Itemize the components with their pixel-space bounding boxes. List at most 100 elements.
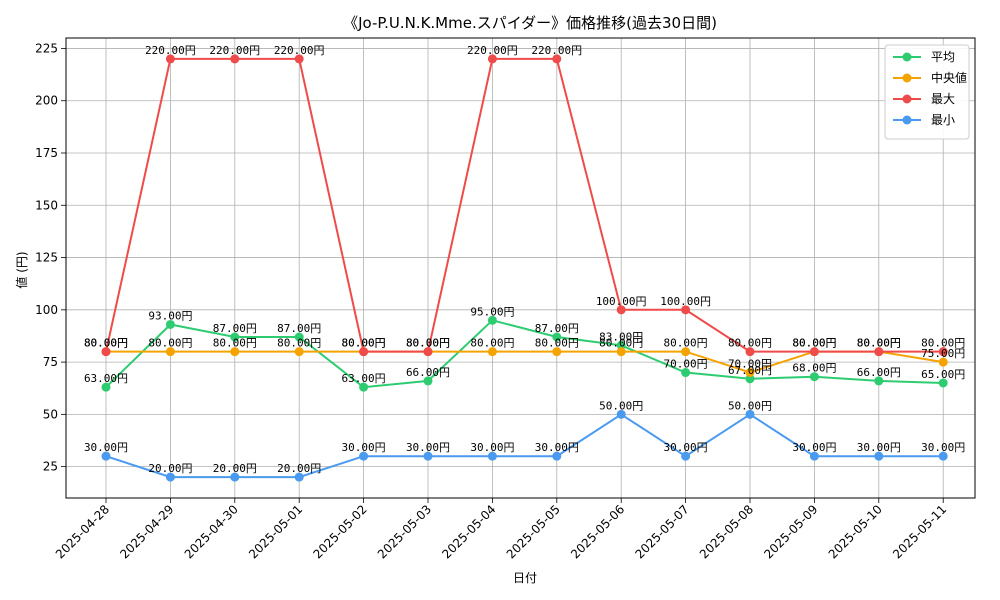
data-label: 87.00円 [213, 322, 257, 335]
data-label: 63.00円 [84, 372, 128, 385]
data-point [487, 315, 497, 325]
data-label: 20.00円 [213, 462, 257, 475]
chart-title: 《Jo-P.U.N.K.Mme.スパイダー》価格推移(過去30日間) [343, 14, 717, 32]
data-label: 66.00円 [857, 366, 901, 379]
x-axis-label: 日付 [513, 571, 537, 585]
legend-label: 最大 [931, 92, 955, 106]
data-point [552, 54, 562, 64]
grid [66, 38, 975, 498]
legend-marker [902, 115, 912, 125]
data-label: 80.00円 [535, 337, 579, 350]
data-label: 83.00円 [599, 330, 643, 343]
data-point [230, 54, 240, 64]
x-tick-label: 2025-05-03 [375, 502, 434, 561]
data-label: 20.00円 [148, 462, 192, 475]
data-point [101, 451, 111, 461]
data-label: 80.00円 [342, 337, 386, 350]
data-label: 100.00円 [596, 295, 647, 308]
data-point [165, 347, 175, 357]
data-point [165, 54, 175, 64]
x-tick-label: 2025-04-29 [117, 502, 176, 561]
data-point [552, 451, 562, 461]
data-label: 80.00円 [792, 337, 836, 350]
series-layer [101, 54, 948, 482]
data-label: 66.00円 [406, 366, 450, 379]
x-tick-label: 2025-05-05 [504, 502, 563, 561]
y-tick-label: 125 [35, 251, 58, 265]
data-point [230, 332, 240, 342]
y-tick-label: 150 [35, 198, 58, 212]
data-label: 68.00円 [792, 362, 836, 375]
y-tick-label: 75 [43, 355, 58, 369]
data-point [809, 347, 819, 357]
x-tick-label: 2025-04-30 [182, 502, 241, 561]
y-tick-label: 25 [43, 460, 58, 474]
legend-item: 最小 [893, 113, 955, 127]
legend-label: 平均 [931, 50, 955, 64]
data-label: 30.00円 [406, 441, 450, 454]
y-axis-label: 値 (円) [14, 251, 29, 288]
data-label: 50.00円 [728, 399, 772, 412]
legend-item: 平均 [893, 50, 955, 64]
data-label: 87.00円 [535, 322, 579, 335]
data-label: 80.00円 [664, 337, 708, 350]
data-point [745, 368, 755, 378]
legend-marker [902, 73, 912, 83]
data-point [681, 368, 691, 378]
data-point [423, 451, 433, 461]
data-label: 80.00円 [406, 337, 450, 350]
data-label: 80.00円 [728, 337, 772, 350]
data-label: 80.00円 [84, 337, 128, 350]
data-labels: 63.00円 93.00円 87.00円 87.00円 63.00円 66.00円 95.0… [84, 44, 965, 475]
x-tick-label: 2025-05-08 [697, 502, 756, 561]
x-tick-label: 2025-05-11 [890, 502, 949, 561]
data-point [294, 472, 304, 482]
x-tick-label: 2025-05-07 [633, 502, 692, 561]
data-label: 20.00円 [277, 462, 321, 475]
data-point [938, 357, 948, 367]
series-line [106, 350, 944, 374]
data-label: 80.00円 [599, 337, 643, 350]
data-point [874, 451, 884, 461]
data-point [359, 347, 369, 357]
data-point [230, 347, 240, 357]
series-line [105, 57, 944, 353]
legend-label: 中央値 [931, 70, 967, 85]
data-point [101, 347, 111, 357]
series-0 [101, 315, 948, 392]
data-point [552, 332, 562, 342]
data-label: 30.00円 [535, 441, 579, 454]
data-label: 80.00円 [857, 337, 901, 350]
legend-marker [902, 52, 912, 62]
data-label: 30.00円 [792, 441, 836, 454]
legend-item: 最大 [893, 92, 955, 106]
data-label: 67.00円 [728, 364, 772, 377]
x-tick-label: 2025-05-02 [311, 502, 370, 561]
data-point [616, 409, 626, 419]
data-label: 80.00円 [470, 337, 514, 350]
data-label: 70.00円 [728, 358, 772, 371]
data-label: 80.00円 [406, 337, 450, 350]
data-point [616, 305, 626, 315]
data-point [681, 451, 691, 461]
y-tick-label: 225 [35, 41, 58, 55]
x-tick-label: 2025-05-06 [568, 502, 627, 561]
x-tick-label: 2025-05-01 [246, 502, 305, 561]
data-point [423, 376, 433, 386]
data-label: 65.00円 [921, 368, 965, 381]
data-point [874, 347, 884, 357]
data-point [165, 319, 175, 329]
data-point [294, 332, 304, 342]
data-point [809, 372, 819, 382]
y-tick-label: 175 [35, 146, 58, 160]
x-tick-label: 2025-05-09 [761, 502, 820, 561]
data-point [552, 347, 562, 357]
data-label: 30.00円 [342, 441, 386, 454]
data-point [487, 451, 497, 461]
data-point [938, 451, 948, 461]
data-label: 70.00円 [664, 358, 708, 371]
x-tick-label: 2025-05-10 [826, 502, 885, 561]
x-tick-label: 2025-05-04 [439, 502, 498, 561]
data-point [938, 378, 948, 388]
data-point [294, 347, 304, 357]
